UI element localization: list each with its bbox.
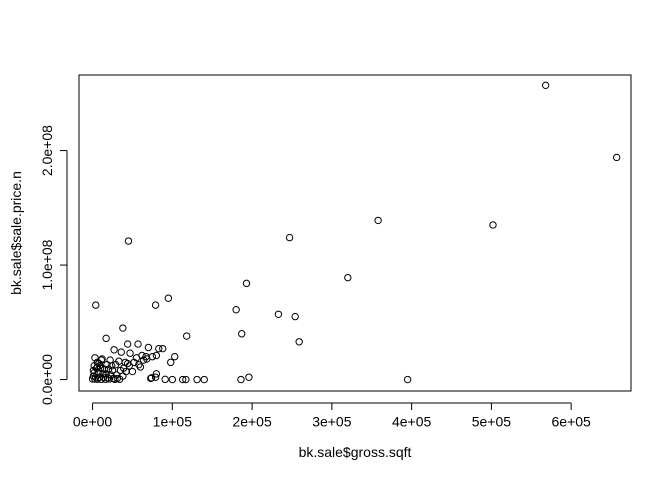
scatter-point <box>242 279 251 288</box>
scatter-point <box>92 301 100 309</box>
scatter-point <box>152 351 161 360</box>
y-tick-label: 0.0e+00 <box>39 354 55 405</box>
scatter-point <box>117 348 125 356</box>
scatter-point <box>161 375 169 384</box>
x-tick-label: 6e+05 <box>552 413 592 429</box>
scatter-point <box>139 356 148 364</box>
scatter-point <box>111 375 119 384</box>
x-tick-label: 5e+05 <box>472 413 512 429</box>
x-axis: 0e+00 1e+05 2e+05 3e+05 4e+05 5e+05 6e+05 <box>73 402 592 429</box>
scatter-point <box>238 330 246 338</box>
scatter-point <box>105 375 114 383</box>
scatter-point <box>143 355 151 363</box>
plot-frame <box>78 74 632 392</box>
scatter-point <box>97 356 106 364</box>
scatter-point <box>182 332 191 340</box>
scatter-point <box>155 344 163 353</box>
scatter-point <box>147 374 155 383</box>
scatter-point <box>151 373 160 381</box>
scatter-point <box>237 375 245 384</box>
scatter-point <box>103 360 111 369</box>
scatter-point <box>168 375 177 384</box>
scatter-point <box>171 352 179 361</box>
scatter-point <box>232 306 240 314</box>
scatter-point <box>274 310 283 318</box>
scatter-point <box>403 375 412 384</box>
scatter-point <box>164 294 173 302</box>
scatter-point <box>182 375 190 384</box>
scatter-point <box>134 340 142 348</box>
data-points <box>88 81 621 384</box>
x-axis-title: bk.sale$gross.sqft <box>299 444 412 460</box>
scatter-point <box>285 233 294 242</box>
y-axis: 0.0e+00 1.0e+08 2.0e+08 <box>39 125 68 405</box>
scatter-point <box>147 374 156 382</box>
scatter-point <box>136 363 145 371</box>
x-tick-label: 4e+05 <box>392 413 432 429</box>
scatter-point <box>126 349 134 357</box>
scatter-point <box>123 340 132 348</box>
scatter-point <box>102 334 110 343</box>
scatter-point <box>111 360 120 369</box>
scatter-point <box>100 365 109 373</box>
scatter-point <box>144 343 153 352</box>
scatter-point <box>159 344 167 353</box>
x-tick-label: 0e+00 <box>73 413 113 429</box>
scatter-point <box>115 375 124 383</box>
scatter-point <box>119 324 127 332</box>
scatter-point <box>128 367 137 376</box>
scatter-point <box>91 354 99 362</box>
scatter-point <box>612 153 621 162</box>
scatter-point <box>88 375 97 383</box>
y-tick-label: 1.0e+08 <box>39 239 55 290</box>
scatter-point <box>135 360 143 369</box>
x-tick-label: 3e+05 <box>312 413 352 429</box>
scatter-point <box>89 366 98 375</box>
scatter-point <box>489 221 497 229</box>
scatter-point <box>108 362 116 370</box>
x-tick-label: 2e+05 <box>232 413 272 429</box>
scatter-point <box>93 358 102 367</box>
scatter-point <box>124 237 133 245</box>
scatter-point <box>123 359 132 368</box>
scatter-point <box>119 364 128 372</box>
scatter-point <box>132 354 141 362</box>
y-tick-label: 2.0e+08 <box>39 125 55 176</box>
y-axis-title: bk.sale$sale.price.n <box>8 171 24 295</box>
scatter-point <box>291 312 299 321</box>
scatter-point <box>178 375 187 384</box>
scatter-point <box>374 216 382 225</box>
scatter-point <box>151 301 160 309</box>
scatter-point <box>97 375 106 384</box>
scatter-point <box>167 358 175 367</box>
scatter-point <box>344 273 352 282</box>
scatter-point <box>152 370 161 378</box>
scatter-point <box>101 375 110 383</box>
scatter-point <box>200 375 208 384</box>
x-tick-label: 1e+05 <box>153 413 193 429</box>
scatter-point <box>245 373 253 381</box>
scatter-point <box>110 346 118 354</box>
scatter-point <box>108 366 117 375</box>
scatter-point <box>93 375 102 383</box>
scatter-point <box>193 375 201 384</box>
scatter-point <box>295 338 303 346</box>
scatter-point <box>541 81 550 90</box>
